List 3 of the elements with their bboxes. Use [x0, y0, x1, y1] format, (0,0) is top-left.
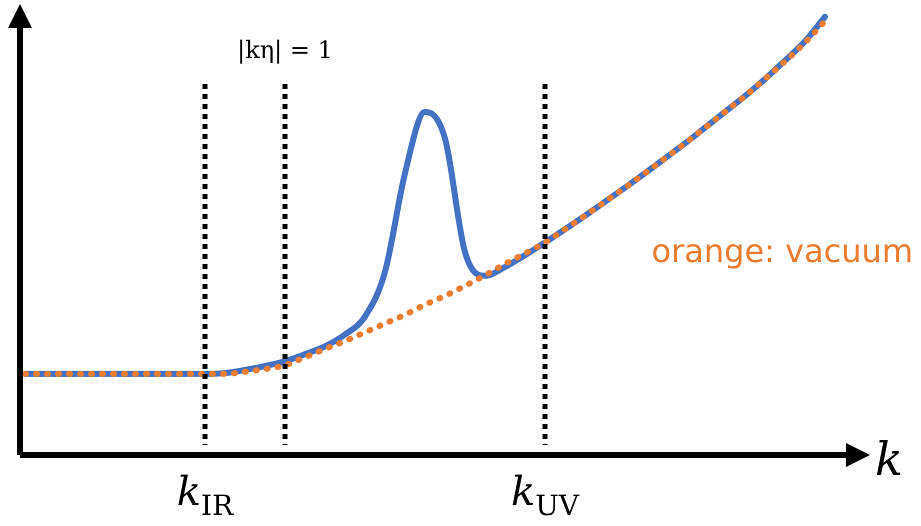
x-tick-label: |kη| = 1 — [237, 36, 333, 64]
x-axis-title: k — [875, 432, 903, 486]
annotation: orange: vacuum — [652, 232, 913, 270]
